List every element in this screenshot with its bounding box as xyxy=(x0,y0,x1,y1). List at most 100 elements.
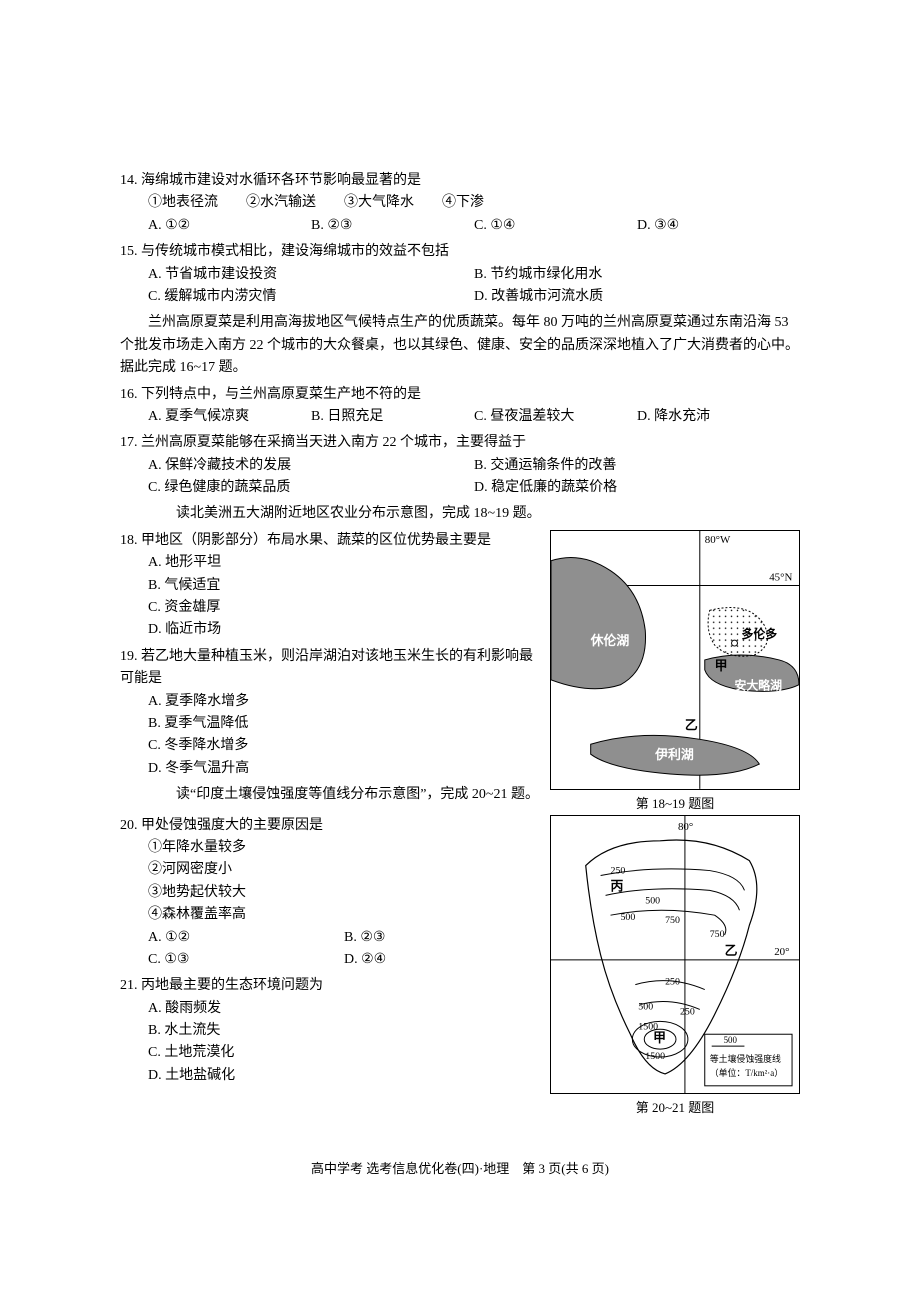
india-erosion-map: 80° 20° 250 500 750 750 500 乙 250 xyxy=(551,816,799,1094)
q14-num: 14. xyxy=(120,173,138,188)
question-14: 14. 海绵城市建设对水循环各环节影响最显著的是 ①地表径流 ②水汽输送 ③大气… xyxy=(120,170,800,237)
question-16: 16. 下列特点中，与兰州高原夏菜生产地不符的是 A. 夏季气候凉爽 B. 日照… xyxy=(120,384,800,429)
c750b: 750 xyxy=(710,929,725,940)
q20-item-3: ③地势起伏较大 xyxy=(120,882,540,904)
q21-stem: 21. 丙地最主要的生态环境问题为 xyxy=(120,975,540,997)
q20-num: 20. xyxy=(120,818,138,833)
q18-opt-c: C. 资金雄厚 xyxy=(120,597,540,619)
q15-options-row2: C. 缓解城市内涝灾情 D. 改善城市河流水质 xyxy=(120,286,800,308)
q17-opt-a: A. 保鲜冷藏技术的发展 xyxy=(148,455,474,477)
q17-options-row1: A. 保鲜冷藏技术的发展 B. 交通运输条件的改善 xyxy=(120,455,800,477)
q15-num: 15. xyxy=(120,244,138,259)
legend-t2: （单位：T/km²·a） xyxy=(710,1066,783,1077)
bing-label: 丙 xyxy=(611,879,624,893)
q20-item-1: ①年降水量较多 xyxy=(120,837,540,859)
question-21: 21. 丙地最主要的生态环境问题为 A. 酸雨频发 B. 水土流失 C. 土地荒… xyxy=(120,975,540,1087)
q16-text: 下列特点中，与兰州高原夏菜生产地不符的是 xyxy=(141,387,421,402)
q18-opt-d: D. 临近市场 xyxy=(120,619,540,641)
lon-label: 80°W xyxy=(705,534,731,546)
q19-opt-b: B. 夏季气温降低 xyxy=(120,713,540,735)
q20-stem: 20. 甲处侵蚀强度大的主要原因是 xyxy=(120,815,540,837)
q19-opt-a: A. 夏季降水增多 xyxy=(120,691,540,713)
q17-stem: 17. 兰州高原夏菜能够在采摘当天进入南方 22 个城市，主要得益于 xyxy=(120,432,800,454)
figure-2-caption: 第 20~21 题图 xyxy=(550,1098,800,1119)
q17-options-row2: C. 绿色健康的蔬菜品质 D. 稳定低廉的蔬菜价格 xyxy=(120,477,800,499)
question-20: 20. 甲处侵蚀强度大的主要原因是 ①年降水量较多 ②河网密度小 ③地势起伏较大… xyxy=(120,815,540,972)
q16-opt-b: B. 日照充足 xyxy=(311,406,474,428)
q20-item-2: ②河网密度小 xyxy=(120,859,540,881)
lat2-label: 20° xyxy=(774,945,789,957)
q20-21-left: 20. 甲处侵蚀强度大的主要原因是 ①年降水量较多 ②河网密度小 ③地势起伏较大… xyxy=(120,815,540,1092)
q20-options-row2: C. ①③ D. ②④ xyxy=(120,949,540,971)
q14-opt-b: B. ②③ xyxy=(311,215,474,237)
q17-opt-b: B. 交通运输条件的改善 xyxy=(474,455,800,477)
q20-opt-b: B. ②③ xyxy=(344,927,540,949)
q20-text: 甲处侵蚀强度大的主要原因是 xyxy=(141,818,323,833)
c750a: 750 xyxy=(665,915,680,926)
passage-2: 读北美洲五大湖附近地区农业分布示意图，完成 18~19 题。 xyxy=(120,503,800,525)
huron-label: 休伦湖 xyxy=(590,633,630,648)
q19-text: 若乙地大量种植玉米，则沿岸湖泊对该地玉米生长的有利影响最可能是 xyxy=(120,649,533,686)
q18-stem: 18. 甲地区（阴影部分）布局水果、蔬菜的区位优势最主要是 xyxy=(120,530,540,552)
toronto-label: 多伦多 xyxy=(741,627,777,641)
q16-opt-a: A. 夏季气候凉爽 xyxy=(148,406,311,428)
q19-opt-d: D. 冬季气温升高 xyxy=(120,758,540,780)
q15-options-row1: A. 节省城市建设投资 B. 节约城市绿化用水 xyxy=(120,264,800,286)
q15-opt-d: D. 改善城市河流水质 xyxy=(474,286,800,308)
yi-label: 乙 xyxy=(685,718,698,732)
q14-items: ①地表径流 ②水汽输送 ③大气降水 ④下渗 xyxy=(120,192,800,214)
c500c: 500 xyxy=(638,1001,653,1012)
legend-val: 500 xyxy=(724,1035,738,1045)
q17-opt-d: D. 稳定低廉的蔬菜价格 xyxy=(474,477,800,499)
q19-stem: 19. 若乙地大量种植玉米，则沿岸湖泊对该地玉米生长的有利影响最可能是 xyxy=(120,646,540,691)
q21-opt-d: D. 土地盐碱化 xyxy=(120,1065,540,1087)
figure-2-wrap: 80° 20° 250 500 750 750 500 乙 250 xyxy=(550,815,800,1120)
jia-label: 甲 xyxy=(715,659,728,673)
jia2-label: 甲 xyxy=(653,1031,666,1045)
q19-opt-c: C. 冬季降水增多 xyxy=(120,735,540,757)
q18-num: 18. xyxy=(120,533,138,548)
lon2-label: 80° xyxy=(678,820,693,832)
q14-options: A. ①② B. ②③ C. ①④ D. ③④ xyxy=(120,215,800,237)
q20-options-row1: A. ①② B. ②③ xyxy=(120,927,540,949)
q18-text: 甲地区（阴影部分）布局水果、蔬菜的区位优势最主要是 xyxy=(141,533,491,548)
q18-opt-b: B. 气候适宜 xyxy=(120,575,540,597)
lat-label: 45°N xyxy=(769,571,792,583)
ontario-label: 安大略湖 xyxy=(735,679,783,693)
q20-item-4: ④森林覆盖率高 xyxy=(120,904,540,926)
q16-options: A. 夏季气候凉爽 B. 日照充足 C. 昼夜温差较大 D. 降水充沛 xyxy=(120,406,800,428)
c250a: 250 xyxy=(611,865,626,876)
question-15: 15. 与传统城市模式相比，建设海绵城市的效益不包括 A. 节省城市建设投资 B… xyxy=(120,241,800,308)
q19-num: 19. xyxy=(120,649,138,664)
q20-opt-d: D. ②④ xyxy=(344,949,540,971)
q15-opt-b: B. 节约城市绿化用水 xyxy=(474,264,800,286)
figure-1-caption: 第 18~19 题图 xyxy=(550,794,800,815)
q16-num: 16. xyxy=(120,387,138,402)
page-footer: 高中学考 选考信息优化卷(四)·地理 第 3 页(共 6 页) xyxy=(120,1159,800,1180)
c1500b: 1500 xyxy=(645,1051,665,1062)
question-17: 17. 兰州高原夏菜能够在采摘当天进入南方 22 个城市，主要得益于 A. 保鲜… xyxy=(120,432,800,499)
question-19: 19. 若乙地大量种植玉米，则沿岸湖泊对该地玉米生长的有利影响最可能是 A. 夏… xyxy=(120,646,540,780)
q18-19-left: 18. 甲地区（阴影部分）布局水果、蔬菜的区位优势最主要是 A. 地形平坦 B.… xyxy=(120,530,540,811)
q21-num: 21. xyxy=(120,978,138,993)
q21-opt-c: C. 土地荒漠化 xyxy=(120,1042,540,1064)
q18-19-layout: 18. 甲地区（阴影部分）布局水果、蔬菜的区位优势最主要是 A. 地形平坦 B.… xyxy=(120,530,800,815)
q20-21-layout: 20. 甲处侵蚀强度大的主要原因是 ①年降水量较多 ②河网密度小 ③地势起伏较大… xyxy=(120,815,800,1120)
yi2-label: 乙 xyxy=(725,943,738,957)
q21-opt-b: B. 水土流失 xyxy=(120,1020,540,1042)
figure-1: 80°W 45°N 休伦湖 安大略湖 伊利湖 多伦多 甲 乙 xyxy=(550,530,800,790)
q21-opt-a: A. 酸雨频发 xyxy=(120,998,540,1020)
c500b: 500 xyxy=(620,912,635,923)
legend-t1: 等土壤侵蚀强度线 xyxy=(710,1053,781,1064)
q14-text: 海绵城市建设对水循环各环节影响最显著的是 xyxy=(141,173,421,188)
q18-opt-a: A. 地形平坦 xyxy=(120,552,540,574)
q20-opt-a: A. ①② xyxy=(148,927,344,949)
q16-opt-d: D. 降水充沛 xyxy=(637,406,800,428)
q16-stem: 16. 下列特点中，与兰州高原夏菜生产地不符的是 xyxy=(120,384,800,406)
q15-opt-c: C. 缓解城市内涝灾情 xyxy=(148,286,474,308)
q14-opt-a: A. ①② xyxy=(148,215,311,237)
q17-text: 兰州高原夏菜能够在采摘当天进入南方 22 个城市，主要得益于 xyxy=(141,435,526,450)
q17-opt-c: C. 绿色健康的蔬菜品质 xyxy=(148,477,474,499)
passage-3-part1: 读“印度土壤侵蚀强度等值线分布示意图”，完成 20~21 题。 xyxy=(120,784,540,806)
question-18: 18. 甲地区（阴影部分）布局水果、蔬菜的区位优势最主要是 A. 地形平坦 B.… xyxy=(120,530,540,642)
